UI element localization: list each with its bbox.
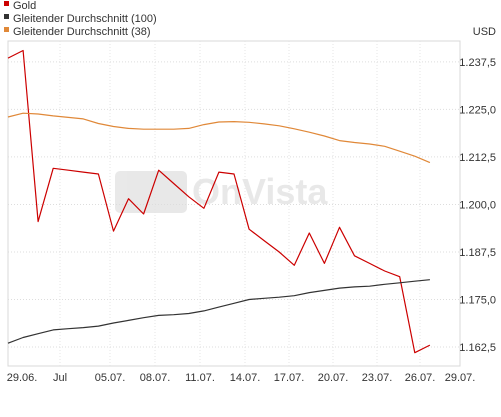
y-tick-label: 1.187,5 (459, 247, 496, 259)
grid (8, 41, 460, 366)
x-tick-label: 29.07. (445, 372, 476, 384)
legend-label-ma38: Gleitender Durchschnitt (38) (13, 26, 151, 38)
plot-frame (7, 40, 461, 367)
series-line-ma100 (7, 279, 430, 344)
y-tick-label: 1.162,5 (459, 342, 496, 354)
legend-label-ma100: Gleitender Durchschnitt (100) (13, 13, 157, 25)
y-tick-label: 1.212,5 (459, 152, 496, 164)
x-tick-label: 05.07. (95, 372, 126, 384)
legend: Gold Gleitender Durchschnitt (100) Gleit… (4, 0, 157, 38)
x-tick-label: 08.07. (140, 372, 171, 384)
y-tick-label: 1.225,0 (459, 104, 496, 116)
series-line-gold (7, 49, 431, 354)
series (7, 49, 431, 354)
y-tick-label: 1.200,0 (459, 199, 496, 211)
x-tick-label: 14.07. (230, 372, 261, 384)
x-tick-label: 23.07. (362, 372, 393, 384)
unit-label: USD (473, 26, 496, 38)
legend-swatch-gold (4, 1, 9, 6)
legend-swatch-ma38 (4, 27, 9, 32)
y-axis-ticks: 1.237,5 1.225,0 1.212,5 1.200,0 1.187,5 1.175… (459, 57, 496, 354)
x-tick-label: 29.06. (7, 372, 38, 384)
watermark-text: OnVista (192, 171, 328, 212)
x-axis-ticks: 29.06. Jul 05.07. 08.07. 11.07. 14.07. 17.07. 2… (7, 372, 476, 384)
series-line-ma38 (7, 112, 431, 164)
x-tick-label: 17.07. (274, 372, 305, 384)
x-tick-label: 26.07. (405, 372, 436, 384)
x-tick-label: Jul (53, 372, 67, 384)
x-tick-label: 11.07. (185, 372, 215, 384)
watermark: OnVista (115, 171, 328, 213)
legend-label-gold: Gold (13, 0, 36, 12)
y-tick-label: 1.237,5 (459, 57, 496, 69)
x-tick-label: 20.07. (318, 372, 349, 384)
legend-swatch-ma100 (4, 14, 9, 19)
y-tick-label: 1.175,0 (459, 294, 496, 306)
